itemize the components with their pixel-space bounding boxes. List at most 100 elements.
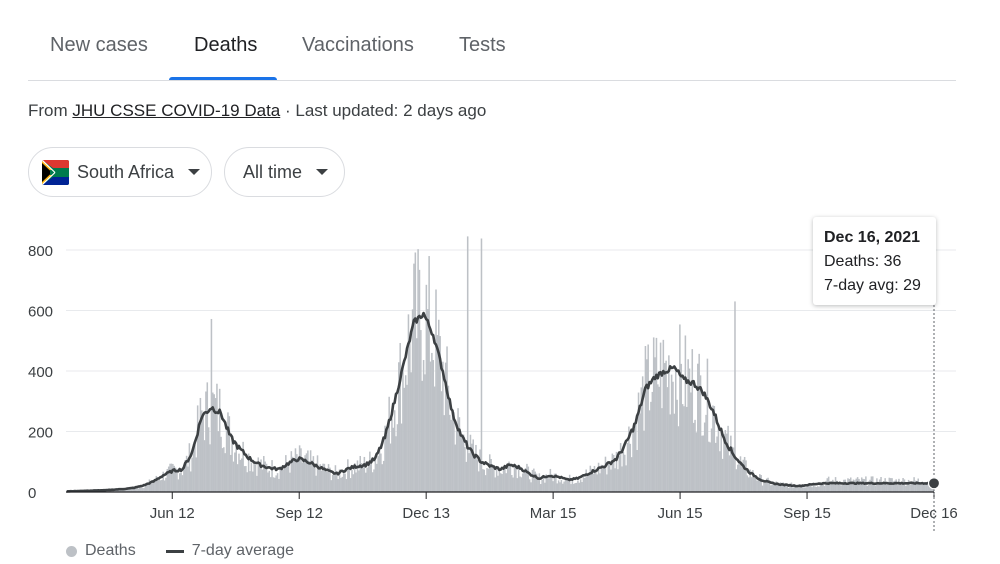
country-select[interactable]: South Africa xyxy=(28,147,212,197)
deaths-bar xyxy=(668,355,670,492)
deaths-bar xyxy=(231,439,233,492)
deaths-bar xyxy=(291,456,294,492)
deaths-bar xyxy=(304,455,306,492)
deaths-bar xyxy=(738,461,740,492)
deaths-bar xyxy=(537,476,539,492)
deaths-bar xyxy=(807,486,809,492)
deaths-bar xyxy=(250,462,253,492)
deaths-bar xyxy=(337,479,339,492)
tab-tests[interactable]: Tests xyxy=(459,34,506,56)
deaths-bar xyxy=(748,477,750,492)
time-range-select[interactable]: All time xyxy=(224,147,345,197)
deaths-bar xyxy=(356,460,359,492)
deaths-bar xyxy=(132,487,134,492)
deaths-bar xyxy=(581,482,583,492)
deaths-bar xyxy=(607,464,609,492)
deaths-bar xyxy=(840,485,842,492)
deaths-bar xyxy=(719,451,721,492)
deaths-bar xyxy=(781,482,783,492)
deaths-bar xyxy=(851,482,853,492)
deaths-bar xyxy=(528,479,531,492)
deaths-bar xyxy=(600,464,603,492)
deaths-bar xyxy=(143,488,145,492)
deaths-bar xyxy=(426,309,429,492)
deaths-bar xyxy=(603,466,605,492)
deaths-bar xyxy=(586,474,589,492)
deaths-bar xyxy=(833,484,835,492)
tab-deaths[interactable]: Deaths xyxy=(194,34,258,56)
deaths-bar xyxy=(414,252,417,492)
deaths-bar xyxy=(246,472,249,492)
deaths-bar xyxy=(772,481,775,492)
x-tick-label: Jun 15 xyxy=(658,505,703,522)
deaths-bar xyxy=(800,487,802,492)
deaths-bar xyxy=(823,485,826,492)
deaths-bar xyxy=(661,408,663,492)
deaths-bar xyxy=(513,466,516,492)
deaths-bar xyxy=(349,478,352,492)
deaths-bar xyxy=(921,484,924,492)
deaths-bar xyxy=(389,443,392,492)
deaths-bar xyxy=(742,459,745,492)
x-tick-label: Sep 15 xyxy=(783,505,831,522)
deaths-bar xyxy=(391,418,393,492)
deaths-bar xyxy=(500,473,502,492)
deaths-bar xyxy=(899,484,902,492)
deaths-bar xyxy=(443,415,446,492)
deaths-bar xyxy=(245,466,247,492)
deaths-bar xyxy=(473,456,476,492)
deaths-bar xyxy=(821,484,823,492)
deaths-bar xyxy=(628,426,630,492)
deaths-bar xyxy=(278,478,280,492)
source-link[interactable]: JHU CSSE COVID-19 Data xyxy=(72,101,281,120)
deaths-bar xyxy=(803,487,805,492)
deaths-bar xyxy=(754,478,757,492)
deaths-bar xyxy=(619,443,622,492)
deaths-bar xyxy=(538,473,541,492)
deaths-bar xyxy=(779,482,782,492)
deaths-bar xyxy=(825,480,827,492)
tab-vaccinations[interactable]: Vaccinations xyxy=(302,34,414,56)
deaths-bar xyxy=(881,485,884,492)
chart-legend: Deaths 7-day average xyxy=(66,542,294,560)
tab-new-cases[interactable]: New cases xyxy=(50,34,148,56)
deaths-bar xyxy=(227,412,229,492)
deaths-bar xyxy=(855,478,857,492)
deaths-bar xyxy=(280,468,283,492)
deaths-bar xyxy=(271,460,273,492)
deaths-bar xyxy=(622,451,625,492)
deaths-bar xyxy=(727,425,729,492)
deaths-bar xyxy=(687,359,689,492)
deaths-bar xyxy=(721,458,724,492)
deaths-bar xyxy=(156,479,159,492)
deaths-bar xyxy=(669,414,671,492)
deaths-bar xyxy=(659,342,662,492)
deaths-bar xyxy=(546,477,549,492)
deaths-bar xyxy=(648,410,651,492)
deaths-bar xyxy=(688,368,691,492)
deaths-bar xyxy=(785,483,787,492)
deaths-bar xyxy=(724,430,727,492)
deaths-bar xyxy=(531,469,534,492)
deaths-bar xyxy=(832,479,834,492)
deaths-bar xyxy=(741,462,743,492)
deaths-bar xyxy=(877,483,880,492)
deaths-bar xyxy=(735,469,738,492)
deaths-bar xyxy=(169,463,171,492)
deaths-bar xyxy=(522,473,524,492)
deaths-bar xyxy=(355,472,357,492)
deaths-bar xyxy=(483,469,485,492)
deaths-bar xyxy=(393,410,396,492)
deaths-bar xyxy=(708,441,710,492)
deaths-bar xyxy=(723,433,725,492)
deaths-bar xyxy=(229,454,232,492)
deaths-bar xyxy=(699,375,702,492)
deaths-bar xyxy=(829,482,831,492)
deaths-bar xyxy=(122,489,125,492)
deaths-bar xyxy=(511,475,513,492)
deaths-bar xyxy=(325,470,327,492)
deaths-bar xyxy=(257,457,260,492)
deaths-bar xyxy=(579,479,582,492)
deaths-bar xyxy=(442,361,444,492)
y-tick-label: 400 xyxy=(28,364,53,381)
